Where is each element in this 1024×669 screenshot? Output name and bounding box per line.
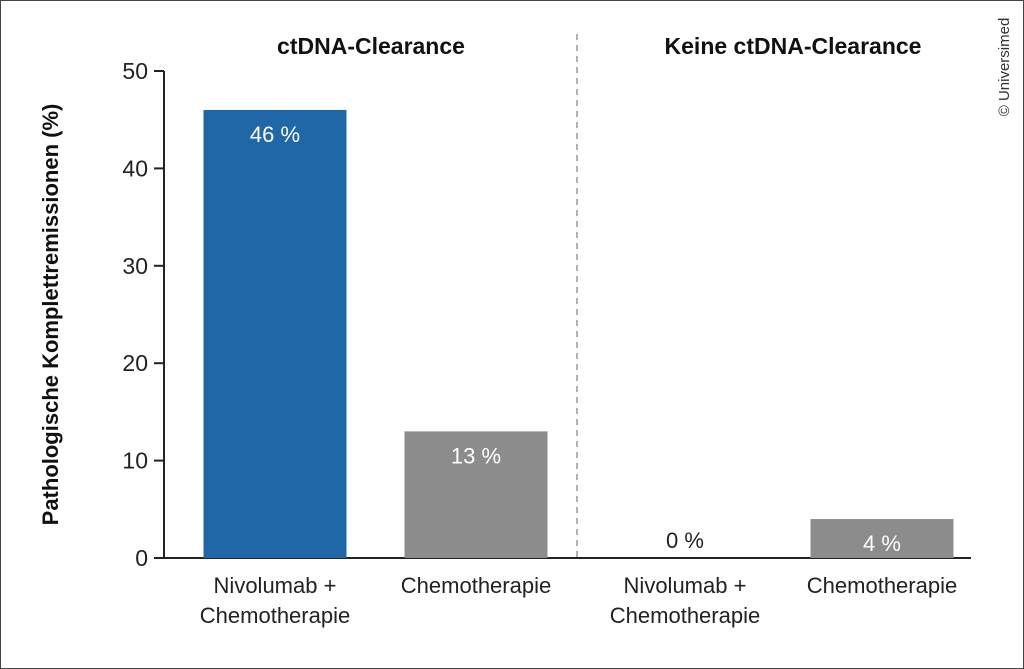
- copyright-credit: © Universimed: [996, 18, 1013, 117]
- category-label: Nivolumab +: [214, 573, 337, 598]
- y-ticks: 0 10 20 30 40 50: [122, 58, 164, 571]
- y-tick-label: 20: [122, 350, 148, 376]
- category-label: Chemotherapie: [807, 573, 957, 598]
- labels: ctDNA-Clearance 46 % Nivolumab + Chemothera…: [200, 33, 957, 628]
- bar-value-label: 0 %: [666, 528, 704, 553]
- y-tick-label: 30: [122, 253, 148, 279]
- y-tick-label: 40: [122, 155, 148, 181]
- bar-value-label: 46 %: [250, 122, 300, 147]
- category-label: Chemotherapie: [200, 603, 350, 628]
- y-tick-label: 50: [122, 58, 148, 84]
- bar: [203, 109, 347, 559]
- bar-value-label: 13 %: [451, 443, 501, 468]
- y-tick-label: 0: [135, 545, 148, 571]
- bar: [810, 519, 954, 558]
- y-axis-title: Pathologische Komplettremissionen (%): [38, 104, 63, 526]
- bar-value-label: 4 %: [863, 531, 901, 556]
- bar: [404, 431, 548, 558]
- group-title: Keine ctDNA-Clearance: [665, 33, 922, 59]
- group-title: ctDNA-Clearance: [277, 33, 465, 59]
- category-label: Chemotherapie: [610, 603, 760, 628]
- category-label: Chemotherapie: [401, 573, 551, 598]
- bars: [203, 109, 954, 559]
- category-label: Nivolumab +: [624, 573, 747, 598]
- y-tick-label: 10: [122, 448, 148, 474]
